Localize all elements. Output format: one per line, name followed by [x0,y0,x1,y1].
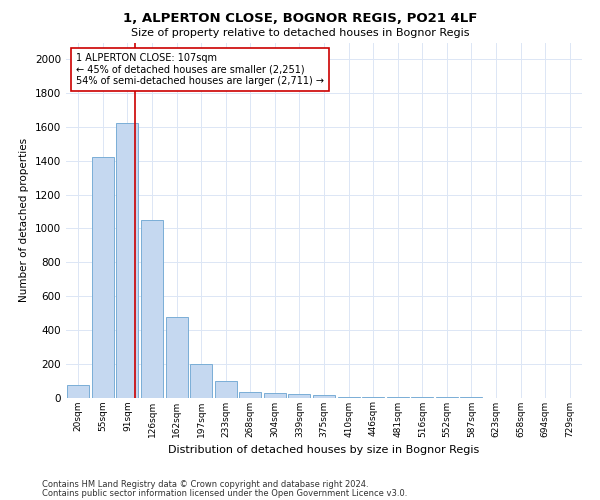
Text: 1, ALPERTON CLOSE, BOGNOR REGIS, PO21 4LF: 1, ALPERTON CLOSE, BOGNOR REGIS, PO21 4L… [123,12,477,26]
Bar [313,395,335,398]
Bar [264,394,286,398]
X-axis label: Distribution of detached houses by size in Bognor Regis: Distribution of detached houses by size … [169,445,479,455]
Y-axis label: Number of detached properties: Number of detached properties [19,138,29,302]
Bar [92,156,114,398]
Bar [67,385,89,398]
Text: Size of property relative to detached houses in Bognor Regis: Size of property relative to detached ho… [131,28,469,38]
Text: Contains HM Land Registry data © Crown copyright and database right 2024.: Contains HM Land Registry data © Crown c… [42,480,368,489]
Bar [141,220,163,398]
Bar [190,364,212,398]
Text: Contains public sector information licensed under the Open Government Licence v3: Contains public sector information licen… [42,488,407,498]
Text: 1 ALPERTON CLOSE: 107sqm
← 45% of detached houses are smaller (2,251)
54% of sem: 1 ALPERTON CLOSE: 107sqm ← 45% of detach… [76,53,325,86]
Bar [166,317,188,398]
Bar [362,397,384,398]
Bar [338,396,359,398]
Bar [239,392,262,398]
Bar [215,380,237,398]
Bar [116,123,139,398]
Bar [289,394,310,398]
